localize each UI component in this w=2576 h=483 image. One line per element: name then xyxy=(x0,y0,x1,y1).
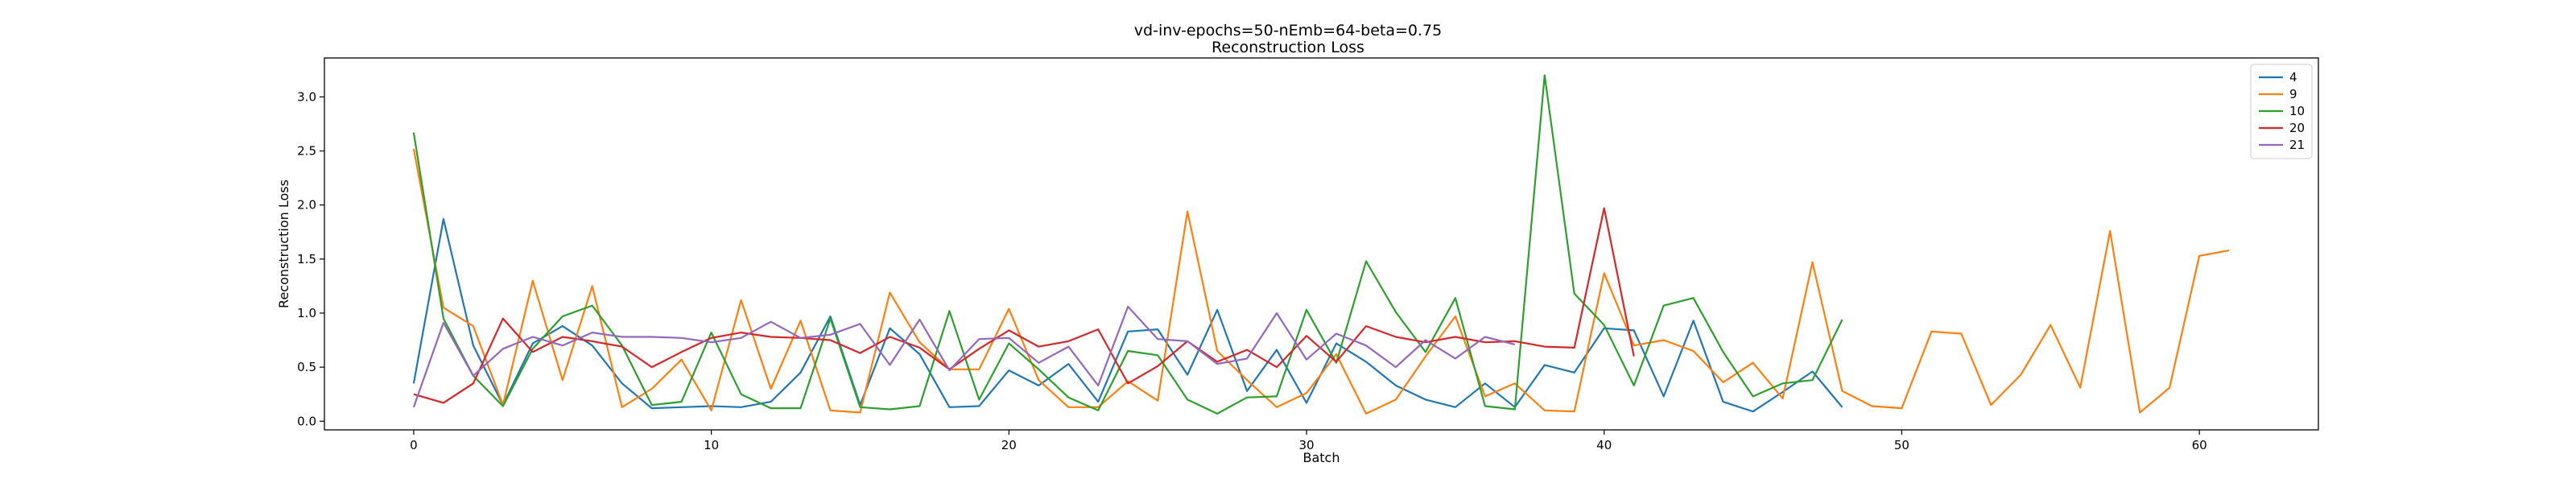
y-tick-label: 0.5 xyxy=(297,360,316,374)
legend-label-4: 4 xyxy=(2289,70,2297,85)
legend-label-9: 9 xyxy=(2289,87,2297,101)
legend: 4 9 10 20 21 xyxy=(2250,64,2313,159)
y-tick-label: 3.0 xyxy=(297,89,316,104)
series-line-9 xyxy=(412,148,2230,415)
x-tick-label: 30 xyxy=(1298,438,1314,452)
x-tick-label: 0 xyxy=(410,438,418,452)
chart-title: vd-inv-epochs=50-nEmb=64-beta=0.75 xyxy=(1134,22,1442,39)
series-line-20 xyxy=(413,207,1635,404)
series-line-10 xyxy=(412,74,1843,415)
series-line-21 xyxy=(412,305,1516,408)
legend-label-20: 20 xyxy=(2289,121,2305,135)
y-axis-label: Reconstruction Loss xyxy=(276,180,291,308)
axis-ticks: 0 10 20 30 40 50 60 0.0 0.5 1.0 1.5 2.0 2.5 3.0 xyxy=(297,89,2207,452)
x-axis-label: Batch xyxy=(1303,450,1340,465)
y-tick-label: 1.0 xyxy=(297,306,316,320)
series-layer xyxy=(412,74,2230,415)
x-tick-label: 10 xyxy=(704,438,719,452)
y-tick-label: 1.5 xyxy=(297,252,316,266)
x-tick-label: 50 xyxy=(1894,438,1909,452)
y-tick-label: 0.0 xyxy=(297,414,316,428)
y-tick-label: 2.5 xyxy=(297,144,316,159)
x-tick-label: 40 xyxy=(1596,438,1612,452)
legend-label-21: 21 xyxy=(2289,138,2305,152)
series-line-4 xyxy=(412,218,1843,413)
chart-subtitle: Reconstruction Loss xyxy=(1212,39,1364,56)
y-tick-label: 2.0 xyxy=(297,198,316,213)
x-tick-label: 60 xyxy=(2192,438,2207,452)
legend-label-10: 10 xyxy=(2289,104,2305,118)
x-tick-label: 20 xyxy=(1001,438,1017,452)
plot-area-frame xyxy=(324,57,2319,431)
